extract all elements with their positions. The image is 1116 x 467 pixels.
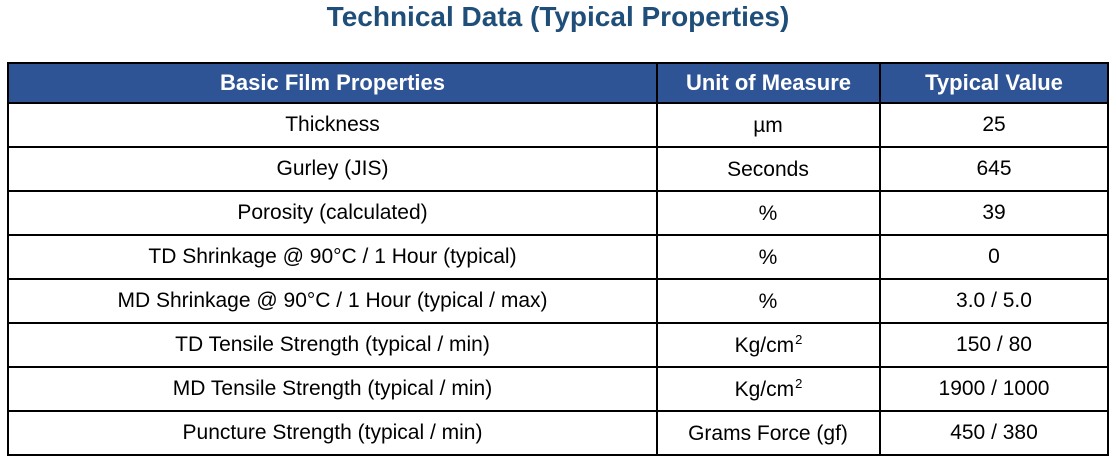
unit-text: % xyxy=(758,246,778,269)
property-cell: TD Tensile Strength (typical / min) xyxy=(7,322,658,368)
unit-text: % xyxy=(758,290,778,313)
unit-cell: % xyxy=(656,234,881,280)
property-cell: MD Shrinkage @ 90°C / 1 Hour (typical / … xyxy=(7,278,658,324)
value-cell: 3.0 / 5.0 xyxy=(879,278,1109,324)
page-title: Technical Data (Typical Properties) xyxy=(326,1,790,32)
properties-table: Basic Film Properties Unit of Measure Ty… xyxy=(7,62,1109,456)
table-header-row: Basic Film Properties Unit of Measure Ty… xyxy=(7,62,1109,104)
table-row: Porosity (calculated) % 39 xyxy=(7,190,1109,236)
unit-superscript: 2 xyxy=(795,376,803,391)
unit-cell: Kg/cm2 xyxy=(656,366,881,412)
unit-cell: Seconds xyxy=(656,146,881,192)
unit-text: Seconds xyxy=(727,158,809,181)
table-row: MD Tensile Strength (typical / min) Kg/c… xyxy=(7,366,1109,412)
table-row: MD Shrinkage @ 90°C / 1 Hour (typical / … xyxy=(7,278,1109,324)
table-row: Thickness µm 25 xyxy=(7,102,1109,148)
value-cell: 39 xyxy=(879,190,1109,236)
unit-text: % xyxy=(758,202,778,225)
unit-text: Kg/cm xyxy=(734,378,795,401)
unit-text: Kg/cm xyxy=(734,334,795,357)
property-cell: MD Tensile Strength (typical / min) xyxy=(7,366,658,412)
unit-cell: Grams Force (gf) xyxy=(656,410,881,456)
property-cell: Porosity (calculated) xyxy=(7,190,658,236)
value-cell: 0 xyxy=(879,234,1109,280)
table-row: TD Tensile Strength (typical / min) Kg/c… xyxy=(7,322,1109,368)
value-cell: 645 xyxy=(879,146,1109,192)
value-cell: 450 / 380 xyxy=(879,410,1109,456)
unit-cell: µm xyxy=(656,102,881,148)
column-header-unit: Unit of Measure xyxy=(656,62,881,104)
value-cell: 25 xyxy=(879,102,1109,148)
unit-superscript: 2 xyxy=(795,332,803,347)
property-cell: Puncture Strength (typical / min) xyxy=(7,410,658,456)
column-header-property: Basic Film Properties xyxy=(7,62,658,104)
unit-text: Grams Force (gf) xyxy=(688,422,848,445)
unit-cell: Kg/cm2 xyxy=(656,322,881,368)
unit-cell: % xyxy=(656,278,881,324)
table-row: Puncture Strength (typical / min) Grams … xyxy=(7,410,1109,456)
value-cell: 1900 / 1000 xyxy=(879,366,1109,412)
property-cell: Gurley (JIS) xyxy=(7,146,658,192)
column-header-value: Typical Value xyxy=(879,62,1109,104)
unit-text: µm xyxy=(753,114,783,137)
unit-cell: % xyxy=(656,190,881,236)
table-row: Gurley (JIS) Seconds 645 xyxy=(7,146,1109,192)
property-cell: TD Shrinkage @ 90°C / 1 Hour (typical) xyxy=(7,234,658,280)
value-cell: 150 / 80 xyxy=(879,322,1109,368)
table-row: TD Shrinkage @ 90°C / 1 Hour (typical) %… xyxy=(7,234,1109,280)
property-cell: Thickness xyxy=(7,102,658,148)
